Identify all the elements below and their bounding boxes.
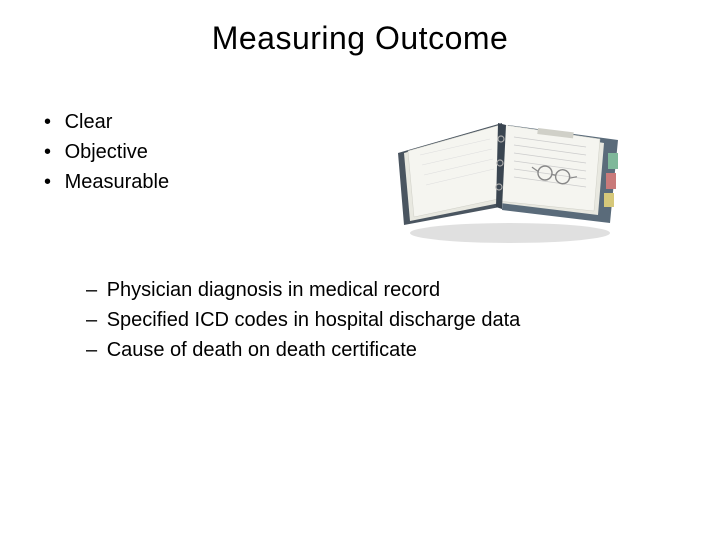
binder-image	[380, 95, 630, 245]
list-item: Cause of death on death certificate	[86, 335, 680, 365]
list-item: Physician diagnosis in medical record	[86, 275, 680, 305]
list-item: Specified ICD codes in hospital discharg…	[86, 305, 680, 335]
secondary-bullet-list: Physician diagnosis in medical record Sp…	[86, 275, 680, 365]
content-area: Clear Objective Measurable	[0, 57, 720, 365]
slide-title: Measuring Outcome	[0, 0, 720, 57]
